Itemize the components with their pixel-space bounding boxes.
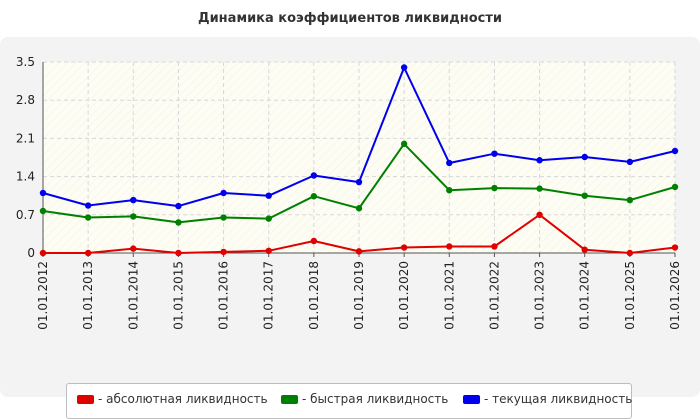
data-point-current [265, 192, 272, 199]
chart-panel: 0 0.7 1.4 2.1 2.8 3.5 01.01.2012 01.01.2013 01.0… [0, 37, 700, 419]
data-point-quick [220, 214, 227, 221]
data-point-absolute [220, 248, 227, 256]
legend-swatch-absolute [77, 394, 94, 404]
data-point-absolute [581, 246, 588, 253]
data-point-current [671, 147, 679, 155]
data-point-current [536, 157, 543, 164]
x-tick-label: 01.01.2026 [668, 261, 682, 330]
data-point-absolute [175, 249, 182, 257]
legend-label-quick: - быстрая ликвидность [302, 392, 449, 406]
data-point-current [175, 202, 182, 210]
x-tick-label: 01.01.2021 [442, 261, 456, 330]
y-tick-label: 0 [27, 246, 35, 260]
x-tick-label: 01.01.2025 [623, 261, 637, 330]
data-point-quick [581, 192, 588, 199]
x-tick-label: 01.01.2017 [262, 261, 276, 330]
data-point-absolute [491, 243, 498, 250]
x-tick-label: 01.01.2012 [36, 261, 50, 330]
y-tick-label: 0.7 [16, 208, 35, 222]
chart-title: Динамика коэффициентов ликвидности [198, 11, 502, 26]
data-point-current [310, 172, 318, 179]
data-point-absolute [39, 249, 47, 257]
x-tick-label: 01.01.2019 [352, 261, 366, 330]
data-point-quick [446, 187, 453, 194]
legend-swatch-quick [281, 394, 298, 404]
data-point-current [446, 159, 453, 167]
data-point-absolute [355, 248, 363, 255]
y-tick-label: 1.4 [16, 170, 35, 184]
y-tick-label: 3.5 [16, 55, 35, 69]
y-tick-label: 2.8 [16, 93, 35, 107]
data-point-quick [626, 196, 634, 204]
data-point-current [355, 178, 363, 186]
x-tick-label: 01.01.2013 [81, 261, 95, 330]
x-tick-label: 01.01.2024 [578, 261, 592, 330]
data-point-current [220, 189, 227, 197]
data-point-absolute [265, 247, 272, 255]
data-point-current [400, 64, 408, 71]
legend-item-current: - текущая ликвидность [463, 392, 632, 406]
data-point-quick [39, 207, 47, 215]
data-point-absolute [310, 237, 318, 245]
legend-label-current: - текущая ликвидность [484, 392, 633, 406]
chart-plot: 0 0.7 1.4 2.1 2.8 3.5 01.01.2012 01.01.2013 01.0… [16, 55, 682, 330]
legend-item-absolute: - абсолютная ликвидность [77, 392, 268, 406]
data-point-absolute [130, 245, 137, 252]
data-point-current [581, 153, 588, 161]
data-point-current [84, 202, 92, 209]
x-tick-label: 01.01.2022 [487, 261, 501, 330]
data-point-quick [310, 193, 318, 200]
x-tick-label: 01.01.2020 [397, 261, 411, 330]
data-point-absolute [84, 249, 92, 257]
data-point-absolute [626, 249, 634, 257]
data-point-quick [491, 184, 498, 192]
y-tick-label: 2.1 [16, 131, 35, 145]
data-point-quick [536, 185, 543, 192]
data-point-current [626, 158, 634, 166]
x-tick-label: 01.01.2023 [533, 261, 547, 330]
data-point-quick [84, 214, 92, 221]
data-point-quick [355, 205, 363, 212]
chart-legend: - абсолютная ликвидность - быстрая ликви… [66, 383, 632, 419]
data-point-current [491, 150, 498, 157]
x-tick-label: 01.01.2018 [307, 261, 321, 330]
data-point-quick [265, 215, 272, 222]
x-tick-label: 01.01.2015 [171, 261, 185, 330]
x-tick-label: 01.01.2014 [126, 261, 140, 330]
data-point-absolute [671, 244, 679, 251]
data-point-quick [175, 219, 182, 226]
data-point-quick [400, 140, 408, 148]
data-point-absolute [446, 243, 453, 250]
data-point-current [130, 196, 137, 204]
legend-swatch-current [463, 394, 480, 404]
data-point-current [39, 189, 47, 197]
data-point-quick [671, 183, 679, 191]
legend-item-quick: - быстрая ликвидность [281, 392, 448, 406]
x-tick-label: 01.01.2016 [217, 261, 231, 330]
data-point-absolute [400, 244, 408, 251]
data-point-quick [130, 213, 137, 220]
legend-label-absolute: - абсолютная ликвидность [98, 392, 268, 406]
data-point-absolute [536, 211, 543, 218]
